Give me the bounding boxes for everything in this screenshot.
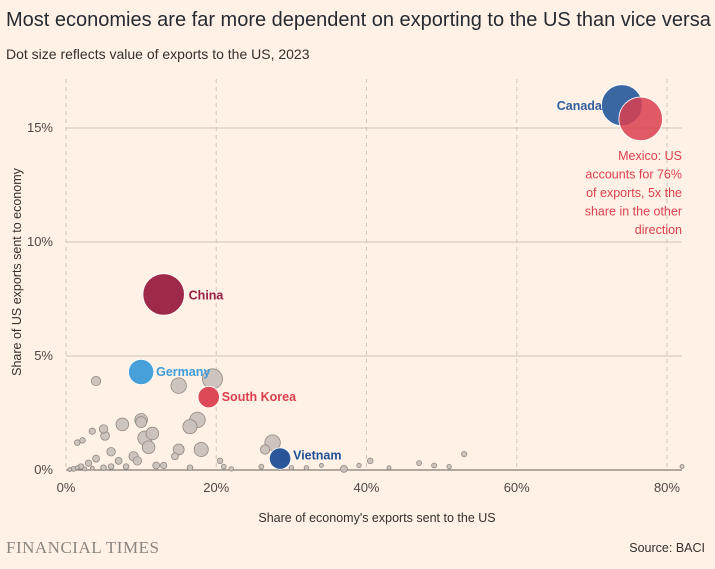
mexico-annotation-line: of exports, 5x the [586, 186, 682, 200]
economy-dot [122, 463, 130, 470]
y-tick-label: 10% [27, 234, 53, 249]
economy-dot [216, 457, 224, 465]
economy-dot [106, 447, 116, 457]
economy-dot [107, 463, 115, 470]
south-korea-label: South Korea [222, 390, 297, 404]
china-dot [142, 273, 185, 316]
economy-dot [461, 450, 468, 458]
economy-dot [89, 465, 95, 471]
x-axis-title: Share of economy's exports sent to the U… [258, 511, 495, 525]
economy-dot [319, 463, 324, 468]
y-tick-label: 5% [34, 348, 53, 363]
economy-dot [259, 444, 271, 455]
economy-dot [160, 461, 168, 470]
chart-title: Most economies are far more dependent on… [6, 9, 711, 31]
economy-dot [386, 465, 392, 471]
economy-dot [145, 426, 160, 441]
economy-dot [186, 464, 194, 471]
economy-dot [182, 419, 198, 435]
economy-dot [152, 461, 161, 470]
x-tick-label: 80% [654, 480, 680, 495]
economy-dot [416, 460, 422, 467]
economy-dot [84, 459, 93, 467]
chart-subtitle: Dot size reflects value of exports to th… [6, 46, 310, 62]
x-tick-label: 40% [353, 480, 379, 495]
economy-dot [228, 466, 234, 472]
economy-dot [98, 424, 109, 434]
economy-dot [171, 452, 179, 461]
economy-dot [258, 463, 265, 470]
china-label: China [189, 288, 225, 302]
mexico-annotation-line: share in the other [585, 205, 682, 219]
x-tick-label: 0% [57, 480, 76, 495]
economy-dot [74, 465, 80, 471]
publisher-logo: FINANCIAL TIMES [6, 538, 160, 557]
canada-label: Canada [557, 99, 603, 113]
germany-dot [128, 358, 155, 386]
economy-dot [67, 467, 73, 472]
x-tick-label: 60% [504, 480, 530, 495]
economy-dot [170, 377, 187, 394]
economy-dot [340, 464, 348, 473]
economy-dot [135, 416, 147, 428]
mexico-annotation-line: direction [635, 223, 682, 237]
economy-dot [303, 465, 310, 471]
economy-dot [367, 457, 374, 465]
economy-dot [220, 463, 227, 470]
mexico-annotation-line: accounts for 76% [585, 168, 682, 182]
mexico-dot [618, 96, 663, 142]
economy-dot [679, 464, 685, 469]
germany-label: Germany [156, 365, 210, 379]
economy-dot [141, 440, 156, 454]
economy-dot [356, 462, 362, 469]
economy-dot [82, 466, 88, 472]
economy-dot [288, 465, 295, 471]
economy-dot [79, 437, 86, 444]
source-note: Source: BACI [629, 541, 705, 555]
y-tick-label: 0% [34, 462, 53, 477]
economy-dot [193, 442, 209, 457]
economy-dot [446, 463, 452, 470]
economy-dot [92, 454, 100, 463]
economy-dot [88, 427, 96, 435]
y-axis-title: Share of US exports sent to economy [10, 167, 24, 375]
mexico-annotation-line: Mexico: US [618, 149, 682, 163]
economy-dot [90, 375, 102, 387]
x-tick-label: 20% [203, 480, 229, 495]
economy-dot [100, 464, 107, 471]
vietnam-dot [268, 447, 292, 470]
vietnam-label: Vietnam [293, 449, 341, 463]
economy-dot [114, 457, 123, 465]
economy-dot [74, 439, 81, 446]
y-tick-label: 15% [27, 120, 53, 135]
economy-dot [132, 456, 143, 466]
south-korea-dot [197, 385, 220, 409]
economy-dot [115, 417, 130, 432]
economy-dot [172, 443, 185, 456]
economy-dot [431, 462, 437, 469]
